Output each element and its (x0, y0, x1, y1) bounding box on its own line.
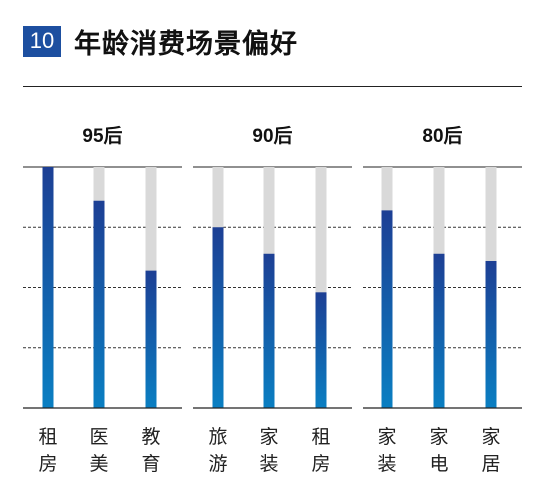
category-label: 旅 (208, 426, 227, 448)
category-label: 育 (141, 453, 160, 475)
category-label: 家 (259, 426, 278, 448)
bar (315, 292, 327, 408)
title-row: 10 年龄消费场景偏好 (23, 20, 298, 62)
bar (381, 210, 393, 408)
bar (145, 270, 157, 408)
group-title: 95后 (82, 125, 122, 147)
category-label: 装 (259, 453, 278, 475)
category-label: 房 (38, 453, 57, 475)
category-label: 游 (208, 453, 227, 475)
category-label: 医 (89, 426, 108, 448)
category-label: 美 (89, 453, 108, 475)
category-label: 家 (481, 426, 500, 448)
category-label: 家 (429, 426, 448, 448)
bar (212, 227, 224, 408)
category-label: 教 (141, 426, 160, 448)
bar (485, 260, 497, 408)
bar (263, 253, 275, 408)
category-label: 租 (38, 426, 57, 448)
category-label: 租 (311, 426, 330, 448)
bar (433, 253, 445, 408)
group-title: 90后 (252, 125, 292, 147)
chart-title: 年龄消费场景偏好 (74, 28, 298, 60)
bar-track (315, 167, 327, 408)
category-label: 装 (377, 453, 396, 475)
title-divider (23, 86, 522, 87)
bar (42, 167, 54, 408)
group-title: 80后 (422, 125, 462, 147)
category-label: 房 (311, 453, 330, 475)
category-label: 居 (481, 453, 500, 475)
section-number-badge: 10 (23, 25, 61, 57)
bar (93, 200, 105, 408)
category-label: 电 (429, 453, 448, 475)
category-label: 家 (377, 426, 396, 448)
